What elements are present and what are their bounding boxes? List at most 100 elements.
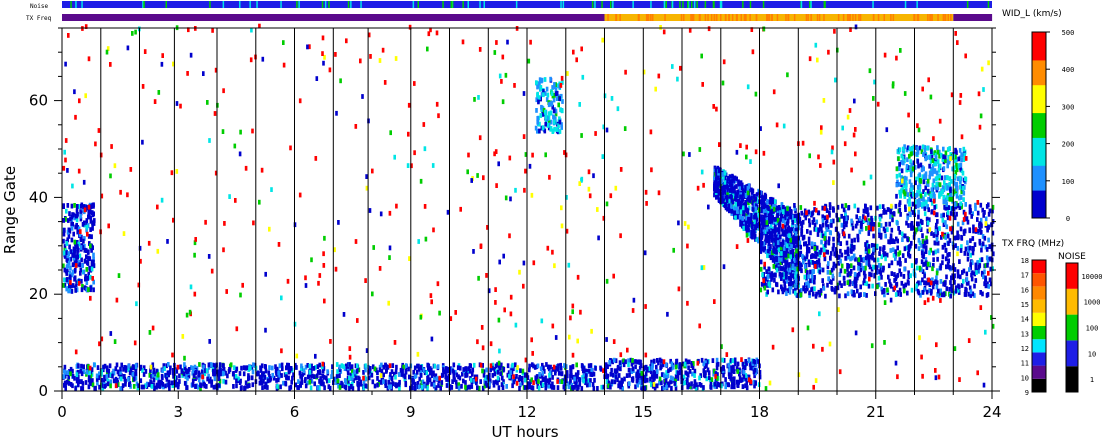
- echo-cell: [302, 368, 306, 374]
- echo-cell: [737, 379, 741, 385]
- echo-cell: [789, 254, 792, 260]
- echo-cell: [596, 386, 599, 391]
- echo-cell: [813, 246, 817, 251]
- echo-cell: [935, 237, 939, 242]
- echo-cell: [776, 209, 779, 215]
- echo-cell: [539, 86, 543, 92]
- echo-cell: [518, 386, 521, 391]
- echo-cell: [676, 373, 680, 379]
- echo-cell: [482, 372, 486, 378]
- echo-cell: [475, 380, 478, 386]
- echo-cell: [350, 384, 353, 389]
- echo-cell: [142, 384, 145, 390]
- echo-cell: [655, 364, 658, 370]
- echo-cell: [62, 231, 66, 237]
- echo-cell: [83, 258, 87, 264]
- echo-cell: [435, 376, 439, 381]
- echo-cell: [726, 194, 729, 200]
- echo-cell: [684, 358, 688, 364]
- echo-cell: [980, 243, 984, 248]
- echo-cell: [946, 252, 949, 258]
- echo-cell: [508, 155, 512, 161]
- echo-cell: [967, 291, 970, 297]
- echo-cell: [91, 202, 94, 208]
- echo-cell: [212, 371, 215, 377]
- echo-cell: [323, 385, 326, 391]
- echo-cell: [467, 366, 471, 371]
- echo-cell: [389, 372, 392, 377]
- echo-cell: [620, 382, 623, 387]
- echo-cell: [974, 206, 977, 212]
- echo-cell: [952, 189, 956, 195]
- echo-cell: [920, 259, 924, 265]
- echo-cell: [934, 279, 937, 285]
- echo-cell: [450, 385, 454, 390]
- echo-cell: [404, 363, 408, 368]
- txfreq-segment-fleck: [927, 14, 929, 21]
- echo-cell: [772, 220, 775, 225]
- echo-cell: [729, 188, 732, 193]
- echo-cell: [649, 369, 653, 375]
- txfreq-segment-fleck: [766, 14, 768, 21]
- echo-cell: [346, 370, 350, 376]
- echo-cell: [268, 365, 271, 370]
- echo-cell: [807, 236, 811, 242]
- echo-cell: [744, 373, 748, 378]
- echo-cell: [713, 192, 716, 198]
- echo-cell: [940, 235, 943, 240]
- echo-cell: [940, 191, 943, 196]
- echo-cell: [547, 102, 551, 108]
- echo-cell: [754, 370, 758, 376]
- echo-cell: [936, 256, 939, 262]
- noise-strip-tick: [328, 1, 330, 8]
- txfreq-segment-fleck: [837, 14, 840, 21]
- echo-cell: [956, 221, 960, 227]
- echo-cell: [560, 122, 563, 127]
- echo-cell: [962, 229, 966, 235]
- echo-cell: [825, 224, 828, 230]
- echo-cell: [636, 359, 640, 365]
- echo-cell: [66, 229, 70, 235]
- echo-cell: [935, 284, 939, 290]
- echo-cell: [963, 176, 967, 182]
- echo-cell: [70, 289, 74, 294]
- echo-cell: [742, 369, 745, 374]
- echo-cell: [158, 384, 161, 389]
- echo-cell: [660, 364, 663, 369]
- echo-cell: [122, 374, 126, 379]
- echo-cell: [622, 362, 626, 368]
- echo-cell: [935, 212, 939, 218]
- echo-cell: [266, 378, 270, 384]
- echo-cell: [267, 370, 271, 376]
- echo-cell: [259, 376, 263, 382]
- echo-cell: [948, 252, 951, 257]
- echo-cell: [68, 244, 71, 250]
- echo-cell: [713, 368, 716, 374]
- echo-cell: [753, 367, 757, 373]
- echo-cell: [335, 380, 338, 385]
- echo-cell: [726, 189, 730, 195]
- echo-cell: [919, 280, 922, 286]
- echo-cell: [824, 231, 827, 237]
- echo-cell: [867, 257, 871, 263]
- echo-cell: [932, 178, 936, 184]
- noise-strip-tick: [823, 1, 826, 8]
- echo-cell: [654, 371, 658, 377]
- echo-cell: [989, 266, 992, 272]
- echo-cell: [550, 101, 554, 107]
- txfreq-segment-fleck: [842, 14, 845, 21]
- echo-cell: [921, 144, 925, 150]
- echo-cell: [174, 382, 178, 388]
- echo-cell: [794, 231, 798, 237]
- echo-cell: [879, 266, 883, 272]
- echo-cell: [769, 211, 772, 217]
- echo-cell: [973, 271, 976, 277]
- echo-cell: [750, 195, 753, 201]
- echo-cell: [351, 386, 355, 391]
- echo-cell: [119, 189, 122, 195]
- echo-cell: [983, 235, 987, 241]
- echo-cell: [584, 373, 588, 378]
- echo-cell: [977, 264, 980, 270]
- echo-cell: [656, 369, 659, 374]
- echo-cell: [761, 272, 764, 278]
